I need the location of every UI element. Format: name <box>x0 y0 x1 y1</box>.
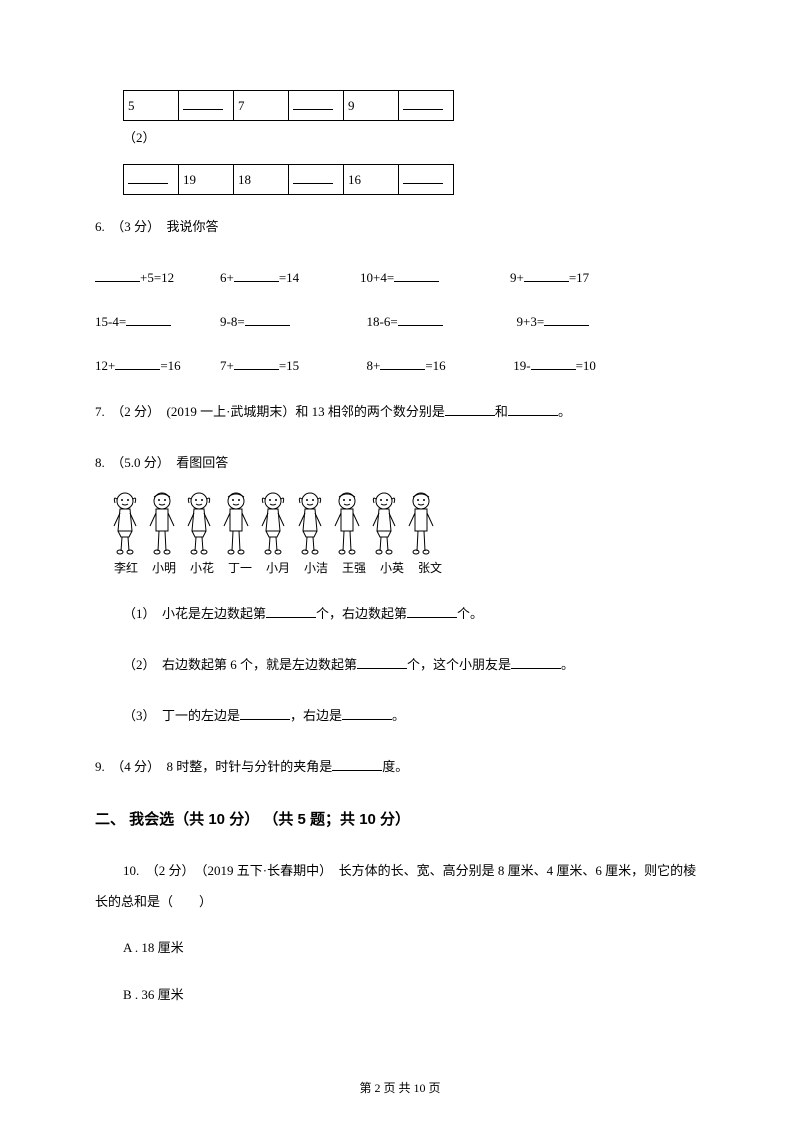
child-icon <box>329 491 365 557</box>
table1-cell <box>399 91 454 121</box>
eq: 8+=16 <box>360 356 510 374</box>
blank <box>126 312 171 326</box>
blank <box>115 356 160 370</box>
child-name: 小花 <box>183 559 221 576</box>
child-icon <box>292 491 328 557</box>
blank <box>531 356 576 370</box>
child-icon <box>144 491 180 557</box>
cell-val: 16 <box>348 172 361 187</box>
q9-text: 9. （4 分） 8 时整，时针与分针的夹角是度。 <box>95 757 705 778</box>
q10-text: 10. （2 分） （2019 五下·长春期中） 长方体的长、宽、高分别是 8 … <box>95 855 705 917</box>
sub-question-2-label: （2） <box>123 127 705 146</box>
table2-wrap: 19 18 16 <box>123 164 705 195</box>
cell-val: 9 <box>348 98 355 113</box>
q8-part2: （2） 右边数起第 6 个，就是左边数起第个，这个小朋友是。 <box>123 655 705 676</box>
table2-cell: 18 <box>234 165 289 195</box>
child-name: 小英 <box>373 559 411 576</box>
cell-val: 18 <box>238 172 251 187</box>
cell-blank <box>293 174 333 184</box>
table1-wrap: 5 7 9 <box>123 90 705 121</box>
blank <box>95 268 140 282</box>
children-figure: 李红 小明 小花 丁一 小月 小洁 王强 小英 张文 <box>107 491 705 576</box>
children-row <box>107 491 705 557</box>
section-2-header: 二、 我会选（共 10 分） （共 5 题；共 10 分） <box>95 808 705 829</box>
q10-option-a: A . 18 厘米 <box>123 937 705 956</box>
q7-text: 7. （2 分） (2019 一上·武城期末）和 13 相邻的两个数分别是和。 <box>95 402 705 423</box>
eq: 6+=14 <box>220 268 360 286</box>
table1-cell: 5 <box>124 91 179 121</box>
eq: 12+=16 <box>95 356 220 374</box>
q6-row1: +5=12 6+=14 10+4= 9+=17 <box>95 268 705 286</box>
blank <box>511 655 561 669</box>
blank <box>398 312 443 326</box>
child-name: 小月 <box>259 559 297 576</box>
table1-cell <box>179 91 234 121</box>
q8-part1: （1） 小花是左边数起第个，右边数起第个。 <box>123 604 705 625</box>
cell-blank <box>403 174 443 184</box>
child-name: 张文 <box>411 559 449 576</box>
blank <box>380 356 425 370</box>
cell-blank <box>403 100 443 110</box>
q8-part3: （3） 丁一的左边是，右边是。 <box>123 706 705 727</box>
table2-cell <box>289 165 344 195</box>
blank <box>266 604 316 618</box>
eq: 15-4= <box>95 312 220 330</box>
table2-cell <box>124 165 179 195</box>
eq: 10+4= <box>360 268 510 286</box>
eq: 18-6= <box>360 312 510 330</box>
blank <box>245 312 290 326</box>
table1-cell <box>289 91 344 121</box>
child-name: 丁一 <box>221 559 259 576</box>
blank <box>234 356 279 370</box>
blank <box>508 402 558 416</box>
eq: 19-=10 <box>510 356 650 374</box>
eq: 7+=15 <box>220 356 360 374</box>
child-name: 小洁 <box>297 559 335 576</box>
table1-cell: 7 <box>234 91 289 121</box>
page-footer: 第 2 页 共 10 页 <box>0 1079 800 1096</box>
eq: 9+=17 <box>510 268 650 286</box>
cell-blank <box>293 100 333 110</box>
cell-val: 7 <box>238 98 245 113</box>
blank <box>407 604 457 618</box>
table2-cell: 16 <box>344 165 399 195</box>
q6-header: 6. （3 分） 我说你答 <box>95 217 705 238</box>
child-icon <box>366 491 402 557</box>
cell-val: 5 <box>128 98 135 113</box>
table1-cell: 9 <box>344 91 399 121</box>
child-icon <box>218 491 254 557</box>
children-names-row: 李红 小明 小花 丁一 小月 小洁 王强 小英 张文 <box>107 559 705 576</box>
child-icon <box>403 491 439 557</box>
child-name: 王强 <box>335 559 373 576</box>
table2-cell: 19 <box>179 165 234 195</box>
cell-val: 19 <box>183 172 196 187</box>
blank <box>445 402 495 416</box>
child-icon <box>107 491 143 557</box>
q8-header: 8. （5.0 分） 看图回答 <box>95 453 705 474</box>
sequence-table-2: 19 18 16 <box>123 164 454 195</box>
q6-row3: 12+=16 7+=15 8+=16 19-=10 <box>95 356 705 374</box>
table2-cell <box>399 165 454 195</box>
child-icon <box>255 491 291 557</box>
blank <box>524 268 569 282</box>
blank <box>544 312 589 326</box>
eq: 9-8= <box>220 312 360 330</box>
blank <box>240 706 290 720</box>
blank <box>234 268 279 282</box>
q10-option-b: B . 36 厘米 <box>123 984 705 1003</box>
child-name: 小明 <box>145 559 183 576</box>
cell-blank <box>128 174 168 184</box>
blank <box>357 655 407 669</box>
child-icon <box>181 491 217 557</box>
q6-row2: 15-4= 9-8= 18-6= 9+3= <box>95 312 705 330</box>
blank <box>394 268 439 282</box>
sequence-table-1: 5 7 9 <box>123 90 454 121</box>
cell-blank <box>183 100 223 110</box>
blank <box>332 757 382 771</box>
eq: +5=12 <box>95 268 220 286</box>
eq: 9+3= <box>510 312 650 330</box>
child-name: 李红 <box>107 559 145 576</box>
blank <box>342 706 392 720</box>
